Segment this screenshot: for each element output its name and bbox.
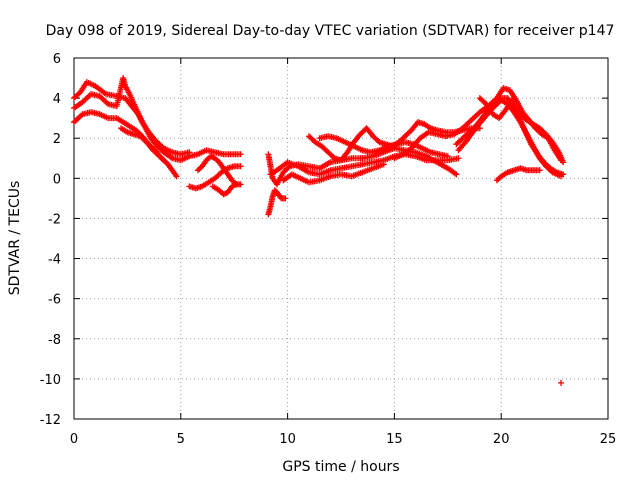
data-point-marker (282, 195, 289, 202)
y-tick-label: -12 (40, 413, 61, 428)
data-point-marker (237, 163, 244, 170)
y-tick-label: -6 (48, 293, 61, 308)
series-outlier (558, 379, 565, 386)
y-tick-label: -8 (48, 333, 61, 348)
data-point-marker (560, 159, 567, 166)
x-tick-label: 5 (177, 432, 185, 447)
series-track-9 (265, 145, 460, 188)
x-tick-label: 0 (70, 432, 78, 447)
y-tick-label: -10 (40, 373, 61, 388)
chart-title: Day 098 of 2019, Sidereal Day-to-day VTE… (46, 23, 615, 39)
data-point-marker (496, 96, 503, 103)
grid-layer (74, 58, 608, 419)
series-track-4 (117, 125, 169, 166)
x-tick-label: 20 (493, 432, 510, 447)
data-point-marker (233, 181, 240, 188)
x-axis-label: GPS time / hours (282, 459, 399, 475)
y-axis-label: SDTVAR / TECUs (7, 181, 23, 296)
data-point-marker (162, 159, 169, 166)
series-track-17 (476, 95, 567, 178)
y-tick-label: -4 (48, 253, 61, 268)
series-track-2 (71, 75, 193, 158)
data-point-marker (186, 149, 193, 156)
data-point-marker (560, 171, 567, 178)
series-track-13 (316, 133, 451, 160)
data-point-marker (343, 150, 350, 157)
series-track-12 (305, 119, 483, 164)
data-point-marker (548, 137, 555, 144)
y-tick-label: 6 (53, 52, 61, 67)
data-point-marker (237, 151, 244, 158)
data-point-marker (161, 158, 168, 165)
y-tick-label: -2 (48, 212, 61, 227)
x-tick-label: 25 (600, 432, 617, 447)
tick-layer: 0 5 10 15 20 25 -12 -10 -8 -6 -4 -2 0 2 4 6 (40, 52, 617, 447)
x-tick-label: 15 (386, 432, 403, 447)
data-point-marker (444, 153, 451, 160)
series-track-7 (209, 181, 240, 198)
data-point-marker (558, 379, 565, 386)
series-track-18 (493, 165, 543, 184)
y-tick-label: 0 (53, 172, 61, 187)
y-tick-label: 2 (53, 132, 61, 147)
data-point-marker (455, 155, 462, 162)
x-tick-label: 10 (279, 432, 296, 447)
data-point-marker (453, 171, 460, 178)
y-tick-label: 4 (53, 92, 61, 107)
data-point-marker (380, 161, 387, 168)
series-track-3 (71, 109, 180, 180)
series-track-8 (265, 187, 289, 218)
data-point-marker (173, 173, 180, 180)
data-point-marker (536, 167, 543, 174)
plot-frame (73, 57, 609, 420)
data-point-marker (501, 108, 508, 115)
data-layer (71, 75, 567, 386)
series-track-11 (280, 161, 387, 186)
